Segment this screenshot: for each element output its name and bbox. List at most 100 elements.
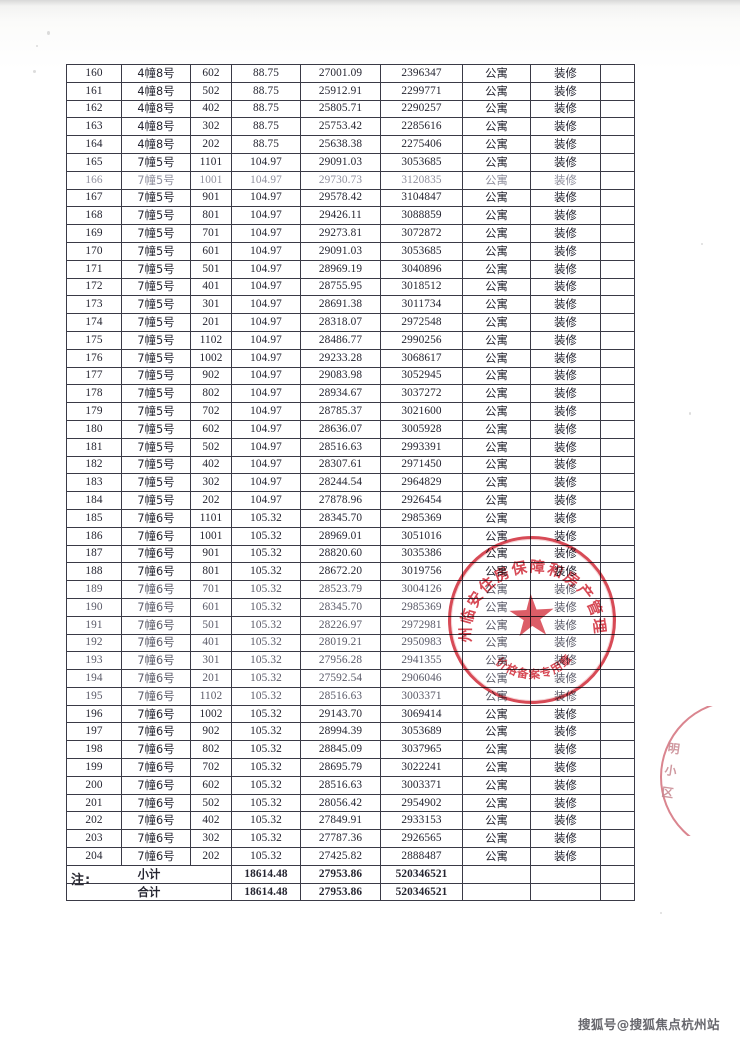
cell-unit: 301 (190, 651, 232, 671)
cell-unit-price: 29426.11 (300, 206, 381, 226)
cell-seq: 162 (66, 99, 122, 119)
cell-building: 4幢8号 (121, 64, 191, 83)
summary-row: 小计 18614.48 27953.86 520346521 (66, 864, 635, 884)
cell-unit: 702 (190, 402, 232, 421)
cell-building: 7幢6号 (121, 544, 191, 564)
cell-unit: 501 (190, 259, 232, 279)
cell-unit-price: 27001.09 (300, 64, 381, 83)
cell-decoration: 装修 (530, 829, 601, 849)
table-row: 169 7幢5号 701 104.97 29273.81 3072872 公寓 装修 (66, 224, 635, 243)
paper-speck (47, 31, 50, 35)
cell-building: 7幢6号 (121, 811, 191, 831)
table-row: 182 7幢5号 402 104.97 28307.61 2971450 公寓 装修 (66, 455, 635, 475)
cell-unit: 802 (190, 740, 232, 760)
cell-decoration: 装修 (530, 491, 601, 510)
cell-building: 7幢5号 (121, 402, 191, 421)
cell-building: 7幢5号 (121, 152, 191, 172)
cell-decoration: 装修 (530, 473, 601, 493)
table-row: 168 7幢5号 801 104.97 29426.11 3088859 公寓 装修 (66, 206, 635, 226)
price-schedule-table-wrap: 160 4幢8号 602 88.75 27001.09 2396347 公寓 装修 161 4幢8… (66, 64, 635, 902)
cell-unit-price: 25753.42 (300, 117, 381, 137)
cell-decoration: 装修 (530, 366, 601, 386)
table-row: 165 7幢5号 1101 104.97 29091.03 3053685 公寓 装修 (66, 152, 635, 172)
cell-unit: 902 (190, 722, 232, 742)
cell-building: 7幢6号 (121, 847, 191, 866)
cell-blank (600, 793, 635, 813)
cell-type: 公寓 (462, 99, 531, 119)
cell-unit-price: 29273.81 (300, 224, 381, 243)
cell-area: 105.32 (231, 544, 301, 564)
cell-blank (600, 277, 635, 297)
cell-unit: 902 (190, 366, 232, 386)
cell-area: 104.97 (231, 170, 301, 190)
cell-type: 公寓 (462, 686, 531, 706)
cell-seq: 200 (66, 775, 122, 795)
table-row: 166 7幢5号 1001 104.97 29730.73 3120835 公寓 装修 (66, 170, 635, 190)
table-row: 177 7幢5号 902 104.97 29083.98 3052945 公寓 装修 (66, 366, 635, 386)
cell-type: 公寓 (462, 580, 531, 599)
cell-total-price: 2950983 (380, 633, 463, 653)
table-body: 160 4幢8号 602 88.75 27001.09 2396347 公寓 装修 161 4幢8… (66, 64, 635, 902)
cell-seq: 203 (66, 829, 122, 849)
cell-total-price: 2926565 (380, 829, 463, 849)
cell-unit: 201 (190, 313, 232, 332)
table-row: 163 4幢8号 302 88.75 25753.42 2285616 公寓 装修 (66, 117, 635, 137)
cell-type: 公寓 (462, 170, 531, 190)
cell-decoration: 装修 (530, 847, 601, 866)
cell-total-price: 2290257 (380, 99, 463, 119)
cell-total-price: 3104847 (380, 188, 463, 208)
cell-building: 7幢6号 (121, 793, 191, 813)
cell-building: 7幢5号 (121, 419, 191, 439)
cell-seq: 166 (66, 170, 122, 190)
cell-area: 88.75 (231, 99, 301, 119)
cell-decoration: 装修 (530, 206, 601, 226)
cell-building: 7幢6号 (121, 829, 191, 849)
cell-building: 7幢5号 (121, 384, 191, 404)
cell-decoration: 装修 (530, 597, 601, 617)
cell-area: 88.75 (231, 117, 301, 137)
cell-unit-price: 28516.63 (300, 686, 381, 706)
cell-total-price: 2941355 (380, 651, 463, 671)
cell-unit: 202 (190, 847, 232, 866)
cell-decoration: 装修 (530, 81, 601, 101)
cell-decoration: 装修 (530, 651, 601, 671)
cell-unit-price: 29143.70 (300, 704, 381, 724)
cell-unit: 502 (190, 81, 232, 101)
cell-seq: 195 (66, 686, 122, 706)
table-row: 184 7幢5号 202 104.97 27878.96 2926454 公寓 装修 (66, 491, 635, 510)
cell-decoration: 装修 (530, 775, 601, 795)
cell-unit: 1001 (190, 170, 232, 190)
table-row: 193 7幢6号 301 105.32 27956.28 2941355 公寓 装修 (66, 651, 635, 671)
summary-unit-price: 27953.86 (300, 864, 381, 884)
partial-seal-label: 明 小 区 (658, 741, 682, 802)
cell-blank (600, 455, 635, 475)
cell-blank (600, 152, 635, 172)
summary-total-price: 520346521 (380, 882, 463, 902)
cell-unit: 1002 (190, 348, 232, 368)
paper-speck (701, 243, 703, 245)
table-row: 201 7幢6号 502 105.32 28056.42 2954902 公寓 装修 (66, 793, 635, 813)
cell-area: 104.97 (231, 330, 301, 350)
cell-total-price: 2990256 (380, 330, 463, 350)
summary-area: 18614.48 (231, 864, 301, 884)
cell-area: 104.97 (231, 419, 301, 439)
cell-decoration: 装修 (530, 277, 601, 297)
table-row: 179 7幢5号 702 104.97 28785.37 3021600 公寓 装修 (66, 402, 635, 421)
cell-decoration: 装修 (530, 117, 601, 137)
cell-seq: 197 (66, 722, 122, 742)
cell-type: 公寓 (462, 366, 531, 386)
cell-area: 105.32 (231, 740, 301, 760)
cell-type: 公寓 (462, 651, 531, 671)
cell-area: 105.32 (231, 758, 301, 777)
table-row: 197 7幢6号 902 105.32 28994.39 3053689 公寓 装修 (66, 722, 635, 742)
cell-building: 7幢6号 (121, 722, 191, 742)
cell-decoration: 装修 (530, 330, 601, 350)
cell-area: 104.97 (231, 437, 301, 457)
cell-type: 公寓 (462, 241, 531, 261)
cell-decoration: 装修 (530, 686, 601, 706)
cell-seq: 198 (66, 740, 122, 760)
table-row: 181 7幢5号 502 104.97 28516.63 2993391 公寓 装修 (66, 437, 635, 457)
cell-seq: 181 (66, 437, 122, 457)
cell-type: 公寓 (462, 455, 531, 475)
cell-type: 公寓 (462, 775, 531, 795)
